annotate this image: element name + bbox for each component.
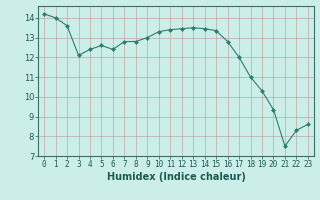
X-axis label: Humidex (Indice chaleur): Humidex (Indice chaleur)	[107, 172, 245, 182]
